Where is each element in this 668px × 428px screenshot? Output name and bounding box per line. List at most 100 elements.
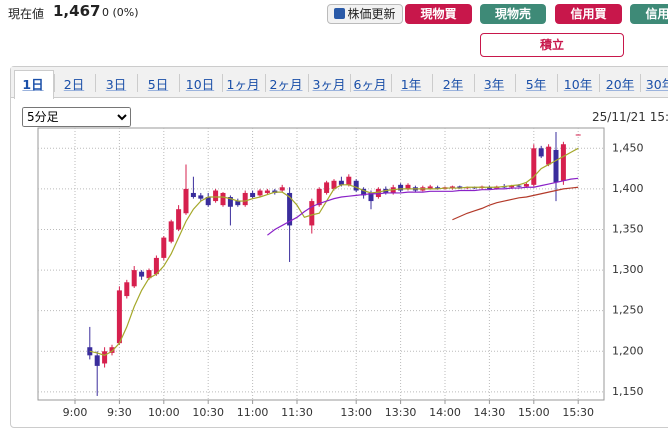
candle-body: [116, 290, 122, 344]
candle-body: [109, 347, 115, 353]
candle-body: [220, 192, 226, 206]
price-change: 0 (0%): [102, 6, 139, 19]
candle-body: [546, 146, 552, 165]
candle-body: [457, 186, 463, 189]
spot-buy-button[interactable]: 現物買: [405, 4, 472, 24]
x-tick-label: 10:00: [148, 406, 180, 419]
period-tab[interactable]: 2年: [442, 77, 464, 92]
candle-body: [316, 188, 322, 206]
candle-body: [161, 237, 167, 258]
tab-separator: [307, 74, 309, 92]
candle-body: [486, 187, 492, 189]
margin-sell-button[interactable]: 信用売: [630, 4, 668, 24]
tab-bar: [11, 67, 668, 98]
period-tab[interactable]: 3日: [105, 77, 127, 92]
y-tick-label: 1,350: [612, 222, 644, 235]
margin-buy-button[interactable]: 信用買: [555, 4, 622, 24]
candle-body: [538, 148, 544, 157]
period-tab[interactable]: 1ヶ月: [226, 77, 260, 92]
candle-body: [183, 188, 189, 214]
tab-separator: [473, 74, 475, 92]
candle-body: [131, 270, 137, 287]
candle-body: [353, 180, 359, 191]
candle-body: [523, 184, 529, 187]
y-tick-label: 1,400: [612, 182, 644, 195]
tab-separator: [599, 74, 600, 92]
accumulate-button[interactable]: 積立: [480, 33, 624, 57]
candle-body: [242, 192, 248, 206]
tab-separator: [640, 74, 641, 92]
candle-body: [338, 180, 344, 185]
period-tab[interactable]: 1日: [22, 77, 44, 92]
candle-body: [309, 201, 315, 226]
candle-body: [102, 351, 108, 364]
tab-separator: [557, 74, 558, 92]
candle-body: [279, 187, 285, 191]
candle-body: [398, 184, 404, 191]
x-tick-label: 10:30: [192, 406, 224, 419]
candle-body: [257, 190, 263, 196]
candle-body: [346, 176, 352, 185]
x-tick-label: 9:30: [107, 406, 132, 419]
candle-body: [509, 185, 515, 188]
y-tick-label: 1,200: [612, 344, 644, 357]
candle-body: [427, 186, 433, 189]
candle-body: [198, 195, 204, 199]
tab-separator: [137, 74, 138, 92]
period-tab[interactable]: 1年: [400, 77, 422, 92]
tab-separator: [349, 74, 351, 92]
candle-body: [449, 186, 455, 189]
x-tick-label: 9:00: [63, 406, 88, 419]
period-tab[interactable]: 10日: [185, 77, 215, 92]
refresh-button[interactable]: 株価更新: [327, 4, 403, 24]
candle-body: [375, 188, 381, 198]
candle-body: [560, 144, 566, 181]
tab-separator: [95, 74, 96, 92]
refresh-label: 株価更新: [347, 7, 396, 21]
candle-body: [553, 149, 559, 183]
period-tab[interactable]: 10年: [563, 77, 593, 92]
y-tick-label: 1,450: [612, 141, 644, 154]
tab-separator: [264, 74, 266, 92]
period-tab[interactable]: 3ヶ月: [312, 77, 346, 92]
timestamp: 25/11/21 15:30: [592, 110, 668, 124]
price: 1,467: [53, 2, 101, 20]
candle-body: [575, 134, 581, 136]
tab-separator: [221, 74, 223, 92]
candle-body: [531, 148, 537, 185]
candle-body: [368, 192, 374, 202]
interval-select[interactable]: 5分足: [22, 107, 131, 127]
period-tab[interactable]: 3年: [483, 77, 505, 92]
candle-body: [168, 221, 174, 242]
x-tick-label: 11:30: [281, 406, 313, 419]
candle-body: [146, 270, 152, 279]
x-tick-label: 15:00: [518, 406, 550, 419]
x-tick-label: 15:30: [562, 406, 594, 419]
period-tab[interactable]: 20年: [605, 77, 635, 92]
moving-average-line: [267, 177, 579, 236]
period-tab[interactable]: 2ヶ月: [269, 77, 303, 92]
period-tab[interactable]: 5年: [525, 77, 547, 92]
candle-body: [250, 192, 256, 198]
candle-body: [331, 180, 337, 189]
tab-separator: [390, 74, 392, 92]
candle-body: [205, 197, 211, 206]
candle-body: [235, 201, 241, 206]
x-tick-label: 14:30: [474, 406, 506, 419]
x-tick-label: 14:00: [429, 406, 461, 419]
period-tab[interactable]: 30年: [645, 77, 668, 92]
spot-sell-button[interactable]: 現物売: [480, 4, 546, 24]
tab-separator: [179, 74, 180, 92]
candle-body: [190, 192, 196, 198]
candle-body: [435, 187, 441, 189]
candle-body: [287, 192, 293, 226]
candle-body: [139, 271, 145, 277]
period-tab[interactable]: 5日: [147, 77, 169, 92]
period-tab[interactable]: 6ヶ月: [353, 77, 387, 92]
candle-body: [213, 190, 219, 202]
y-tick-label: 1,300: [612, 263, 644, 276]
active-tab-box: [14, 70, 54, 99]
period-tab[interactable]: 2日: [63, 77, 85, 92]
